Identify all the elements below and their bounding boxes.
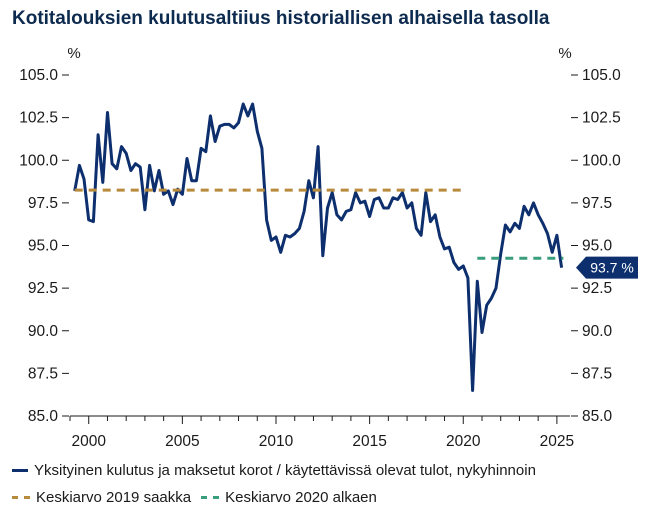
legend-row-1: Yksityinen kulutus ja maksetut korot / k… (12, 462, 546, 479)
x-tick-label-1: 2005 (165, 433, 199, 450)
legend-swatch-series-1 (12, 469, 28, 472)
y-tick-label-left-6: 100.0 (19, 152, 58, 169)
y-tick-label-right-1: 87.5 (582, 365, 612, 382)
y-tick-label-right-0: 85.0 (582, 408, 613, 425)
y-tick-label-left-1: 87.5 (28, 365, 58, 382)
y-tick-label-left-7: 102.5 (19, 110, 58, 127)
legend-label-series-2: Keskiarvo 2019 saakka (36, 489, 192, 506)
y-tick-label-right-4: 95.0 (582, 238, 613, 255)
legend-label-series-3: Keskiarvo 2020 alkaen (225, 489, 377, 506)
y-tick-label-right-6: 100.0 (582, 152, 621, 169)
x-tick-label-0: 2000 (71, 433, 106, 450)
x-tick-label-3: 2015 (352, 433, 386, 450)
y-tick-label-right-8: 105.0 (582, 67, 621, 84)
legend-item-series-1: Yksityinen kulutus ja maksetut korot / k… (12, 462, 536, 479)
y-tick-label-left-5: 97.5 (28, 195, 58, 212)
legend-swatch-series-3 (201, 496, 220, 499)
x-tick-label-2: 2010 (259, 433, 294, 450)
y-unit-left: % (67, 45, 80, 62)
legend-swatch-series-2 (12, 496, 30, 499)
x-tick-label-4: 2020 (446, 433, 481, 450)
legend-row-2: Keskiarvo 2019 saakka Keskiarvo 2020 alk… (12, 489, 387, 506)
y-tick-label-left-0: 85.0 (28, 408, 59, 425)
y-tick-label-left-3: 92.5 (28, 280, 58, 297)
y-tick-label-left-4: 95.0 (28, 238, 59, 255)
chart-title: Kotitalouksien kulutusaltiius historiall… (12, 8, 550, 29)
y-unit-right: % (558, 45, 571, 62)
x-tick-label-5: 2025 (540, 433, 574, 450)
legend-label-series-1: Yksityinen kulutus ja maksetut korot / k… (34, 462, 536, 479)
end-label-text: 93.7 % (590, 260, 634, 276)
legend-item-series-3: Keskiarvo 2020 alkaen (201, 489, 377, 506)
y-tick-label-right-3: 92.5 (582, 280, 612, 297)
legend-item-series-2: Keskiarvo 2019 saakka (12, 489, 191, 506)
end-label-box (576, 256, 638, 279)
y-tick-label-left-8: 105.0 (19, 67, 58, 84)
y-tick-label-right-5: 97.5 (582, 195, 612, 212)
series-line-1 (73, 102, 564, 392)
y-tick-label-left-2: 90.0 (28, 323, 59, 340)
y-tick-label-right-2: 90.0 (582, 323, 613, 340)
y-tick-label-right-7: 102.5 (582, 110, 621, 127)
